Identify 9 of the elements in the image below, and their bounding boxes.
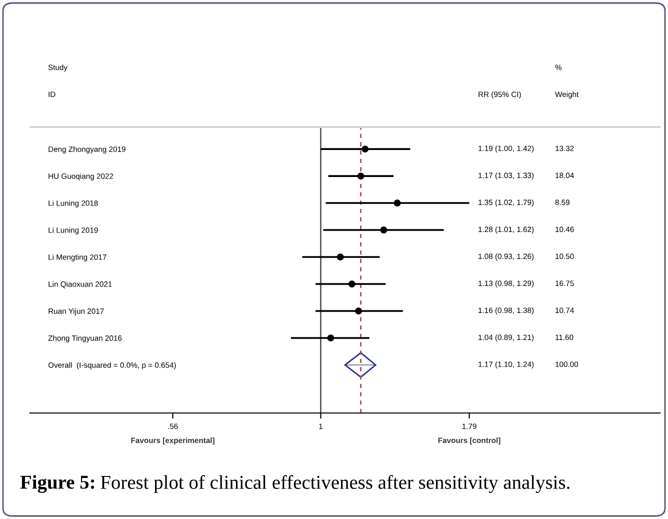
point — [336, 254, 344, 260]
point — [355, 308, 362, 314]
point — [357, 172, 364, 180]
point — [380, 226, 388, 234]
point — [348, 280, 356, 288]
point — [327, 334, 334, 342]
point — [362, 146, 369, 153]
text: Figure 5: Forest plot of clinical effectiveness after sensitivity analysis. — [20, 475, 570, 493]
point — [344, 352, 376, 378]
